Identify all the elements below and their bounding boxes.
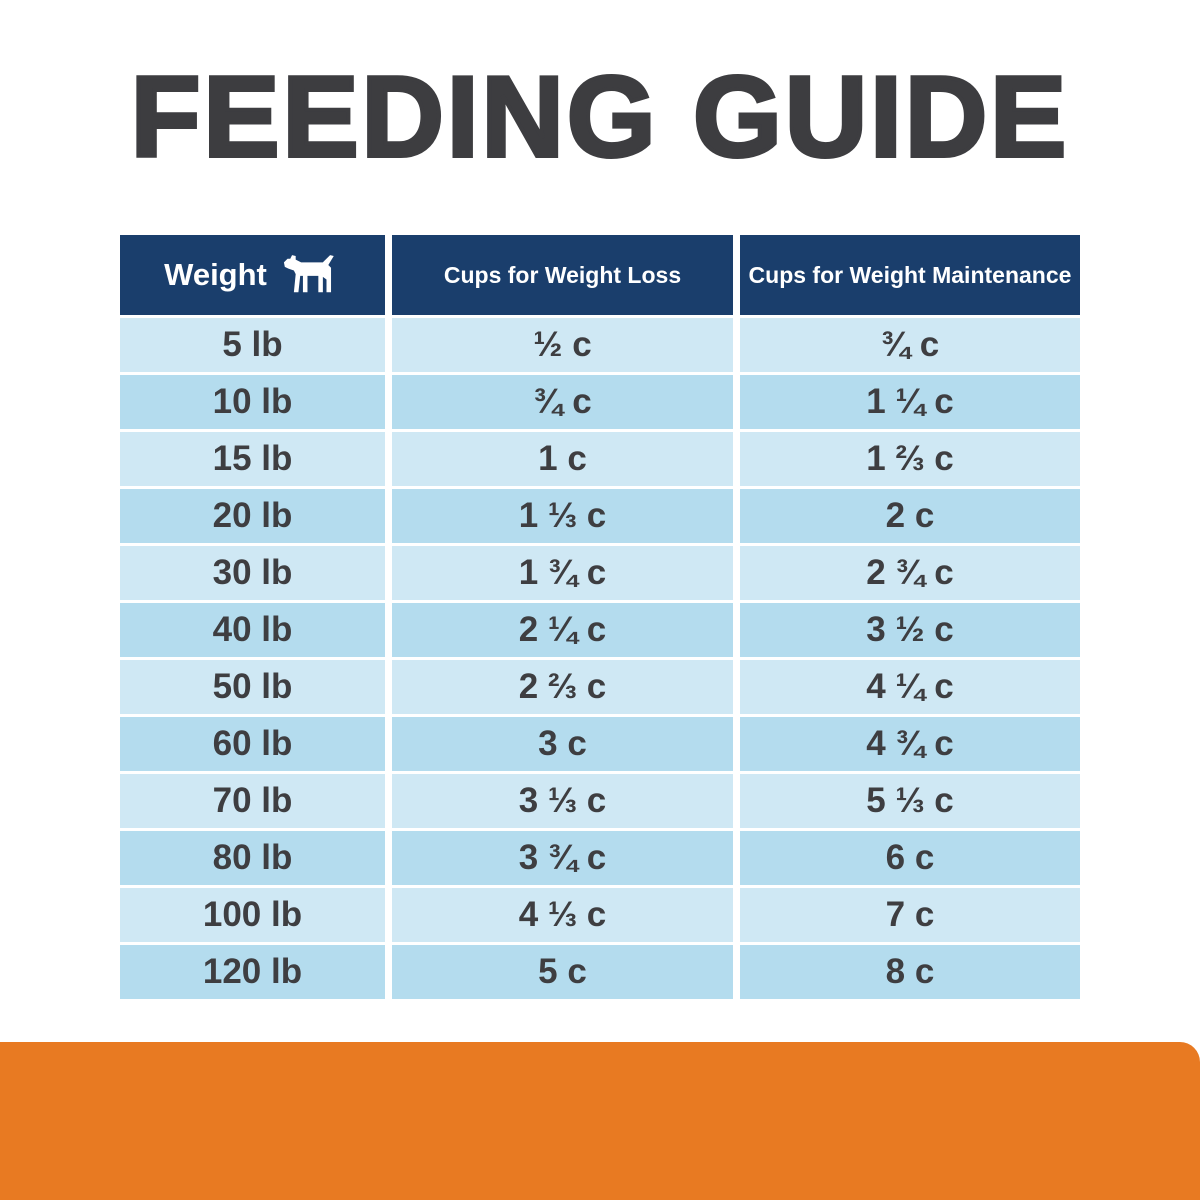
loss-cell: 3 c — [392, 717, 733, 771]
table-row: 50 lb 2 ⅔ c 4 ¼ c — [120, 660, 1080, 714]
maintenance-cell: 6 c — [740, 831, 1080, 885]
bottom-orange-band — [0, 1042, 1200, 1200]
loss-cell: 4 ⅓ c — [392, 888, 733, 942]
loss-cell: ½ c — [392, 318, 733, 372]
table-body: 5 lb ½ c ¾ c 10 lb ¾ c 1 ¼ c 15 lb 1 c 1… — [120, 318, 1080, 999]
loss-cell: 5 c — [392, 945, 733, 999]
maintenance-cell: 1 ¼ c — [740, 375, 1080, 429]
loss-cell: ¾ c — [392, 375, 733, 429]
table-row: 10 lb ¾ c 1 ¼ c — [120, 375, 1080, 429]
header-weight-loss: Cups for Weight Loss — [392, 235, 733, 315]
loss-cell: 1 ⅓ c — [392, 489, 733, 543]
maintenance-cell: 7 c — [740, 888, 1080, 942]
maintenance-cell: 1 ⅔ c — [740, 432, 1080, 486]
table-row: 60 lb 3 c 4 ¾ c — [120, 717, 1080, 771]
weight-cell: 5 lb — [120, 318, 385, 372]
table-row: 120 lb 5 c 8 c — [120, 945, 1080, 999]
table-row: 70 lb 3 ⅓ c 5 ⅓ c — [120, 774, 1080, 828]
maintenance-cell: 3 ½ c — [740, 603, 1080, 657]
dog-icon — [283, 255, 334, 293]
page-title: FEEDING GUIDE — [129, 52, 1070, 183]
table-row: 30 lb 1 ¾ c 2 ¾ c — [120, 546, 1080, 600]
weight-cell: 40 lb — [120, 603, 385, 657]
table-row: 20 lb 1 ⅓ c 2 c — [120, 489, 1080, 543]
weight-cell: 30 lb — [120, 546, 385, 600]
weight-cell: 100 lb — [120, 888, 385, 942]
loss-cell: 1 c — [392, 432, 733, 486]
maintenance-cell: ¾ c — [740, 318, 1080, 372]
weight-cell: 60 lb — [120, 717, 385, 771]
weight-cell: 120 lb — [120, 945, 385, 999]
header-weight: Weight — [120, 235, 385, 315]
weight-cell: 15 lb — [120, 432, 385, 486]
weight-cell: 10 lb — [120, 375, 385, 429]
loss-cell: 3 ⅓ c — [392, 774, 733, 828]
feeding-table: Weight Cups for Weight Loss Cups for Wei… — [120, 235, 1080, 1002]
table-row: 40 lb 2 ¼ c 3 ½ c — [120, 603, 1080, 657]
maintenance-cell: 5 ⅓ c — [740, 774, 1080, 828]
table-header: Weight Cups for Weight Loss Cups for Wei… — [120, 235, 1080, 315]
weight-cell: 70 lb — [120, 774, 385, 828]
table-row: 15 lb 1 c 1 ⅔ c — [120, 432, 1080, 486]
maintenance-cell: 2 c — [740, 489, 1080, 543]
weight-cell: 50 lb — [120, 660, 385, 714]
loss-cell: 3 ¾ c — [392, 831, 733, 885]
table-row: 80 lb 3 ¾ c 6 c — [120, 831, 1080, 885]
weight-cell: 80 lb — [120, 831, 385, 885]
table-row: 100 lb 4 ⅓ c 7 c — [120, 888, 1080, 942]
loss-cell: 1 ¾ c — [392, 546, 733, 600]
maintenance-cell: 2 ¾ c — [740, 546, 1080, 600]
maintenance-cell: 4 ¾ c — [740, 717, 1080, 771]
table-row: 5 lb ½ c ¾ c — [120, 318, 1080, 372]
header-weight-maintenance: Cups for Weight Maintenance — [740, 235, 1080, 315]
header-weight-label: Weight — [164, 257, 267, 292]
loss-cell: 2 ¼ c — [392, 603, 733, 657]
maintenance-cell: 8 c — [740, 945, 1080, 999]
weight-cell: 20 lb — [120, 489, 385, 543]
maintenance-cell: 4 ¼ c — [740, 660, 1080, 714]
loss-cell: 2 ⅔ c — [392, 660, 733, 714]
